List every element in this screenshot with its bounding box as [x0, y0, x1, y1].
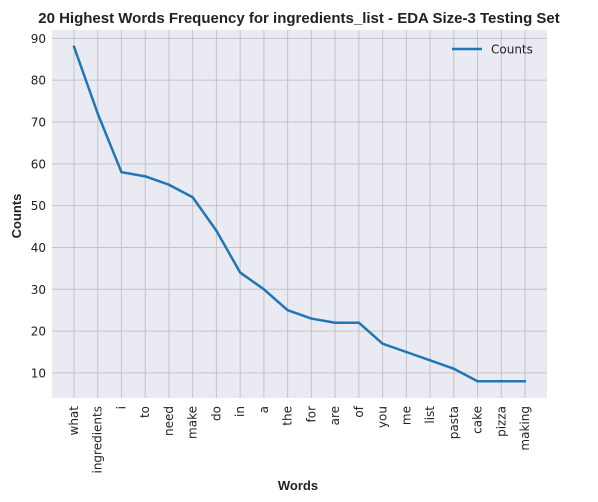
x-tick-label: make — [186, 406, 200, 439]
x-tick-label: the — [281, 406, 295, 426]
legend: Counts — [452, 43, 533, 57]
y-tick-label: 50 — [31, 199, 46, 213]
data-point — [96, 112, 99, 115]
chart-title: 20 Highest Words Frequency for ingredien… — [38, 10, 560, 27]
data-point — [120, 170, 123, 174]
x-tick-label: in — [233, 406, 247, 417]
y-tick-label: 10 — [31, 366, 46, 380]
x-tick-label: of — [352, 405, 366, 417]
data-point — [191, 196, 194, 199]
data-point — [262, 288, 266, 291]
y-tick-labels: 10 20 30 40 50 60 70 80 90 — [31, 32, 46, 381]
x-gridlines — [73, 30, 526, 398]
x-tick-label: ingredients — [91, 406, 105, 474]
y-tick-label: 90 — [31, 32, 46, 46]
x-tick-label: list — [423, 406, 437, 424]
x-axis-label: Words — [278, 478, 318, 493]
x-tick-label: a — [257, 406, 271, 413]
x-tick-label: are — [328, 406, 342, 425]
x-tick-labels: what ingredients i to need make do in a the for are… — [67, 405, 532, 473]
x-tick-label: pizza — [494, 406, 508, 437]
data-point — [357, 321, 361, 324]
data-point — [476, 380, 479, 383]
data-point — [500, 380, 503, 383]
y-tick-label: 80 — [31, 74, 46, 88]
data-point — [405, 350, 408, 354]
data-point — [428, 359, 432, 362]
y-gridlines — [52, 37, 547, 374]
x-tick-label: to — [138, 406, 152, 418]
plot-area — [52, 30, 547, 398]
series-line-counts — [72, 45, 527, 383]
data-point — [310, 317, 313, 320]
y-axis-label: Counts — [9, 194, 24, 239]
x-tick-label: do — [209, 406, 223, 421]
x-tick-label: pasta — [447, 406, 461, 439]
legend-label-counts: Counts — [491, 43, 533, 57]
x-tick-label: need — [162, 406, 176, 436]
data-point — [215, 229, 218, 232]
x-tick-label: me — [399, 406, 413, 425]
x-tick-label: making — [518, 406, 532, 451]
y-tick-label: 70 — [31, 116, 46, 130]
data-point — [523, 380, 527, 383]
data-point — [72, 45, 76, 48]
x-tick-label: what — [67, 406, 81, 436]
x-tick-label: i — [114, 406, 128, 409]
data-point — [333, 321, 337, 324]
y-tick-label: 30 — [31, 283, 46, 297]
series-layer — [72, 45, 527, 383]
data-point — [286, 308, 289, 312]
data-point — [144, 175, 147, 178]
data-point — [381, 342, 384, 345]
data-point — [238, 271, 242, 274]
y-tick-label: 20 — [31, 325, 46, 339]
data-point — [167, 183, 171, 186]
x-tick-label: you — [376, 406, 390, 428]
x-tick-label: for — [304, 406, 318, 423]
x-tick-label: cake — [471, 406, 485, 434]
y-tick-label: 40 — [31, 241, 46, 255]
data-point — [452, 367, 455, 370]
y-tick-label: 60 — [31, 157, 46, 171]
